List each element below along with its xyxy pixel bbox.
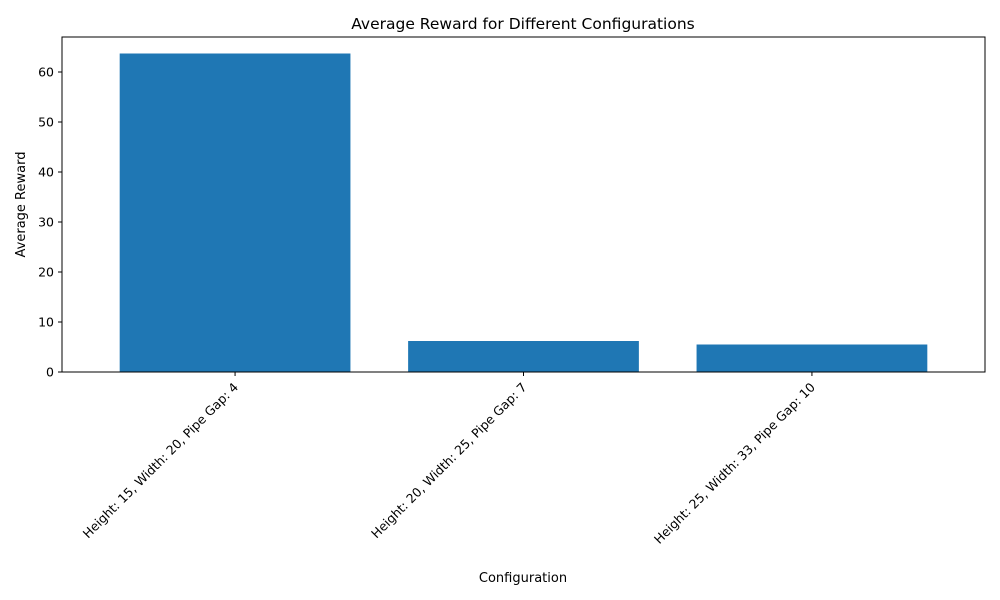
x-axis-label: Configuration — [479, 571, 567, 586]
x-axis: Height: 15, Width: 20, Pipe Gap: 4 Height… — [80, 372, 818, 547]
bars-group — [119, 53, 928, 372]
y-tick-label: 10 — [38, 315, 54, 330]
bar-1 — [119, 53, 351, 372]
y-axis: 0 10 20 30 40 50 60 — [38, 65, 62, 380]
y-tick-label: 50 — [38, 115, 54, 130]
y-tick-label: 30 — [38, 215, 54, 230]
plot-frame — [61, 36, 986, 373]
y-axis-label: Average Reward — [14, 152, 29, 258]
y-tick-label: 40 — [38, 165, 54, 180]
y-tick-label: 0 — [46, 365, 54, 380]
x-tick-label: Height: 15, Width: 20, Pipe Gap: 4 — [80, 379, 242, 541]
bar-3 — [696, 344, 928, 372]
x-tick-label: Height: 20, Width: 25, Pipe Gap: 7 — [368, 380, 530, 542]
bar-2 — [408, 341, 639, 372]
y-tick-label: 20 — [38, 265, 54, 280]
chart-title: Average Reward for Different Configurati… — [351, 15, 695, 33]
x-tick-label: Height: 25, Width: 33, Pipe Gap: 10 — [651, 379, 818, 546]
y-tick-label: 60 — [38, 65, 54, 80]
